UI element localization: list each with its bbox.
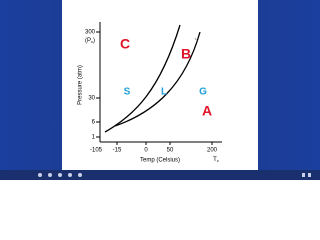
x-tick-label: 50: [167, 148, 174, 154]
x-tick-label: -15: [113, 148, 122, 154]
pc-sub: c: [91, 39, 93, 44]
y-labels: 300 (Pc) 30 6 1: [85, 30, 96, 141]
x-labels: -105 -15 0 50 200 Tc Temp (Celsius): [90, 148, 219, 164]
pc-label: (Pc): [85, 38, 95, 44]
y-axis-title: Pressure (atm): [78, 65, 84, 105]
y-tick-label: 6: [92, 120, 96, 126]
slide: [62, 0, 258, 170]
y-tick-label: 30: [88, 96, 95, 102]
control-icon[interactable]: [48, 173, 52, 177]
page: {"slide": { "y_axis": {"title": "Pressur…: [0, 0, 320, 180]
tc-sub: c: [217, 158, 219, 163]
tc-main: T: [213, 157, 217, 163]
phase-curve: [114, 31, 201, 127]
y-ticks: [96, 31, 100, 138]
region-labels: C B S L G A: [120, 36, 212, 119]
region-label: C: [120, 36, 130, 52]
region-label: L: [161, 87, 167, 98]
pause-icon[interactable]: [308, 173, 311, 177]
control-icon[interactable]: [68, 173, 72, 177]
screen: 300 (Pc) 30 6 1 Pressure (atm) -105 -15 …: [0, 0, 320, 180]
pc-close: ): [93, 38, 95, 44]
region-label: A: [202, 103, 212, 119]
tc-label: Tc: [213, 157, 219, 163]
x-ticks: [116, 142, 213, 145]
y-tick-label: 1: [92, 135, 96, 141]
x-axis-title: Temp (Celsius): [140, 158, 180, 164]
region-label: S: [124, 87, 131, 98]
control-bar: [0, 170, 320, 180]
phase-curve: [104, 24, 181, 133]
region-label: B: [181, 46, 191, 62]
pause-icon[interactable]: [302, 173, 305, 177]
axes: [96, 22, 222, 145]
control-icon[interactable]: [38, 173, 42, 177]
control-icon[interactable]: [78, 173, 82, 177]
x-tick-label: 200: [207, 148, 218, 154]
x-tick-label: 0: [144, 148, 148, 154]
region-label: G: [199, 87, 207, 98]
pc-main: (P: [85, 38, 91, 44]
mark: [194, 37, 198, 42]
x-tick-label: -105: [90, 148, 103, 154]
control-icon[interactable]: [58, 173, 62, 177]
controls[interactable]: [38, 173, 311, 177]
y-tick-label: 300: [85, 30, 96, 36]
